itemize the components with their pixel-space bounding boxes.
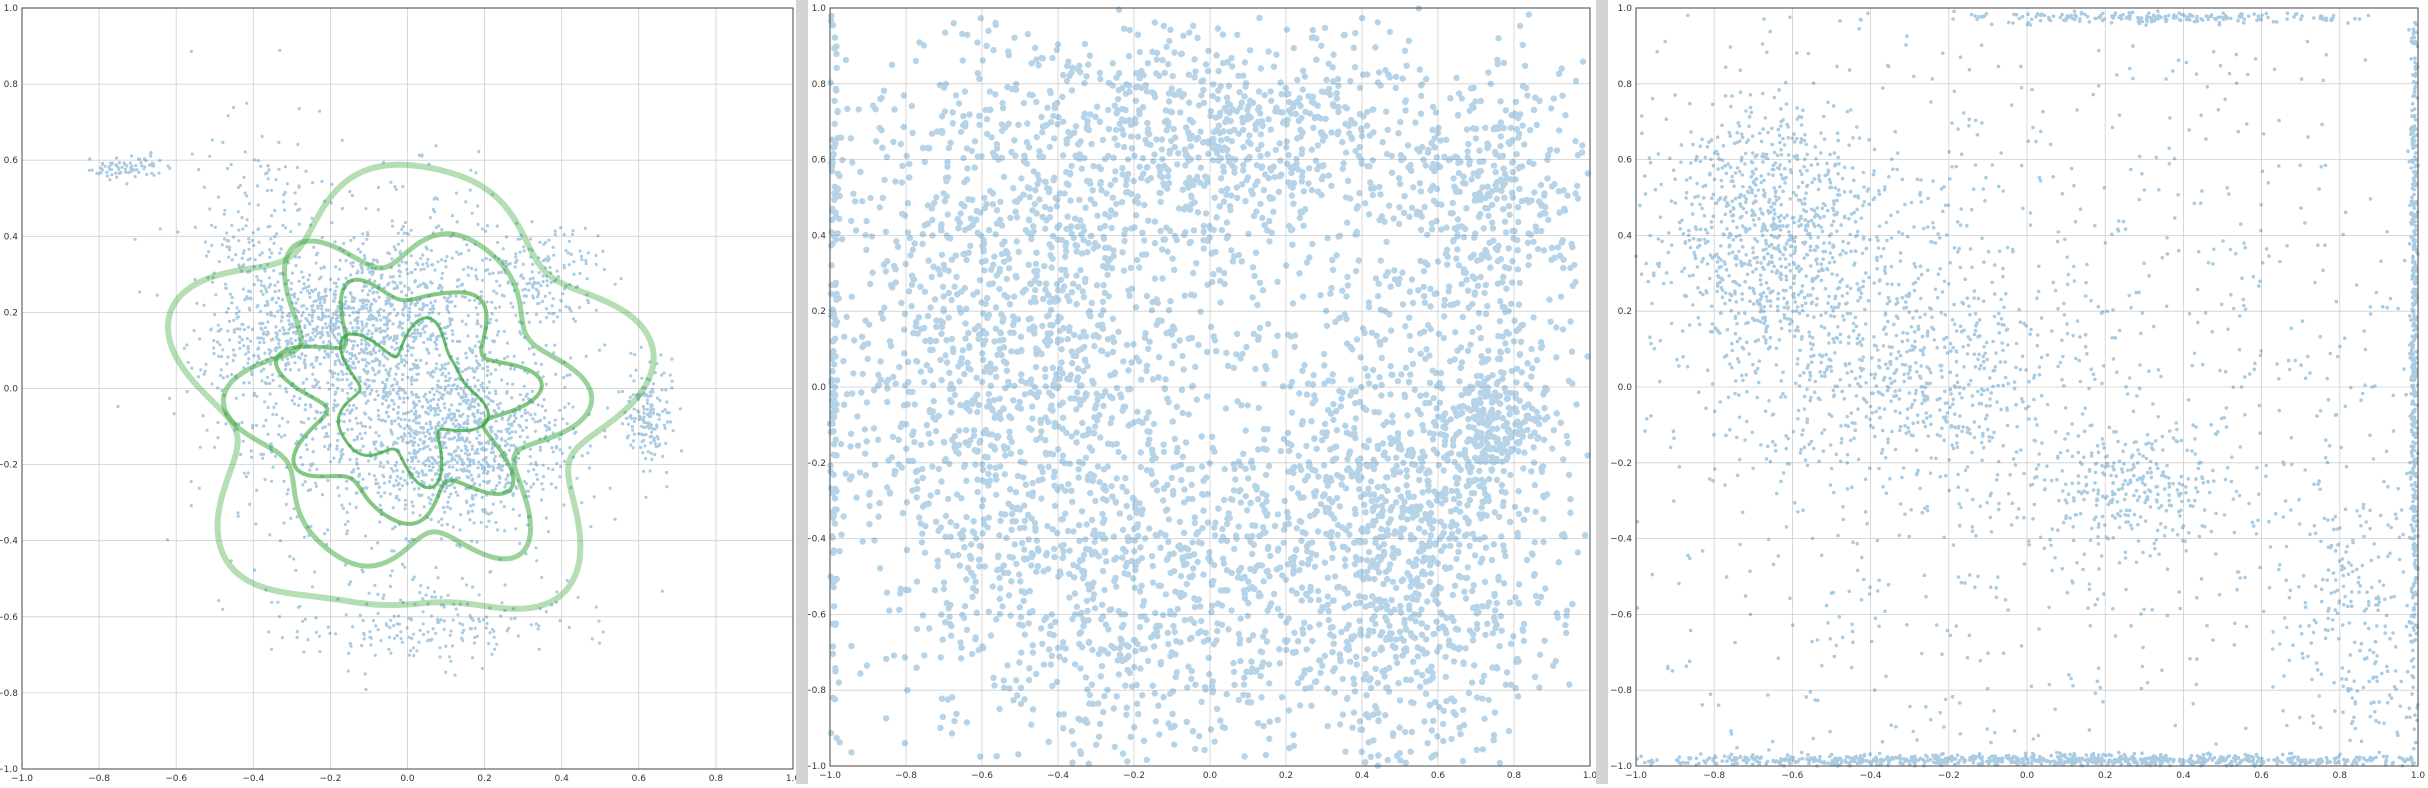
y-tick-label: −0.4 xyxy=(804,535,826,545)
y-tick-label: 0.8 xyxy=(1618,80,1633,90)
x-tick-label: 0.2 xyxy=(477,774,491,784)
contour-line xyxy=(220,231,595,569)
x-tick-label: 0.6 xyxy=(632,774,647,784)
x-tick-label: −1.0 xyxy=(11,774,33,784)
x-tick-label: −1.0 xyxy=(819,771,841,781)
y-tick-label: 0.0 xyxy=(812,383,827,393)
scatter-points xyxy=(826,5,1592,769)
y-tick-label: −0.2 xyxy=(1610,459,1632,469)
y-tick-label: −0.6 xyxy=(804,610,826,620)
x-tick-label: −1.0 xyxy=(1625,771,1647,781)
x-tick-label: 0.0 xyxy=(1203,771,1218,781)
x-tick-label: 0.2 xyxy=(2098,771,2112,781)
x-tick-label: −0.6 xyxy=(1781,771,1803,781)
y-tick-label: −0.2 xyxy=(0,461,18,471)
x-tick-label: 0.8 xyxy=(1507,771,1522,781)
x-tick-label: −0.4 xyxy=(242,774,264,784)
plot-frame xyxy=(21,7,794,770)
y-tick-label: 0.6 xyxy=(4,156,19,166)
y-tick-label: 0.2 xyxy=(1618,307,1632,317)
y-tick-label: 0.4 xyxy=(4,232,19,242)
y-tick-label: −0.2 xyxy=(804,459,826,469)
y-tick-label: 1.0 xyxy=(1618,4,1633,14)
y-tick-label: −0.4 xyxy=(0,537,18,547)
x-tick-label: 0.4 xyxy=(555,774,570,784)
x-tick-label: 0.8 xyxy=(2333,771,2348,781)
y-tick-label: 1.0 xyxy=(812,4,827,14)
y-tick-label: 0.4 xyxy=(812,231,827,241)
x-tick-label: −0.4 xyxy=(1860,771,1882,781)
y-tick-label: 0.6 xyxy=(1618,156,1633,166)
y-tick-label: 0.4 xyxy=(1618,231,1633,241)
x-tick-label: 1.0 xyxy=(2411,771,2426,781)
scatter-point-cloud xyxy=(826,5,1592,769)
y-tick-label: 0.2 xyxy=(812,307,826,317)
scatter-panel-left: −1.0 −0.8 −0.6 −0.4 −0.2 0.0 0.2 0.4 0.6 0.8 1.0 −1… xyxy=(0,4,800,784)
scatter-panel-middle: −1.0 −0.8 −0.6 −0.4 −0.2 0.0 0.2 0.4 0.6 0.8 1.0 −1… xyxy=(804,4,1597,781)
scatter-point-cloud xyxy=(87,48,684,692)
x-tick-label: 0.4 xyxy=(1355,771,1370,781)
y-tick-label: −1.0 xyxy=(1610,762,1632,772)
y-tick-label: −1.0 xyxy=(0,765,18,775)
y-tick-label: −0.6 xyxy=(1610,610,1632,620)
x-tick-label: 1.0 xyxy=(1583,771,1598,781)
contour-line xyxy=(336,316,490,490)
x-tick-label: −0.2 xyxy=(319,774,341,784)
y-tick-label: 0.0 xyxy=(4,385,19,395)
x-tick-label: 0.0 xyxy=(400,774,415,784)
x-tick-label: −0.2 xyxy=(1938,771,1960,781)
y-tick-label: 0.2 xyxy=(4,308,18,318)
scatter-points xyxy=(87,48,684,692)
y-tick-label: −0.8 xyxy=(1610,686,1632,696)
y-tick-label: −0.4 xyxy=(1610,535,1632,545)
x-tick-label: −0.6 xyxy=(165,774,187,784)
y-tick-label: 1.0 xyxy=(4,4,19,14)
x-tick-label: −0.2 xyxy=(1123,771,1145,781)
x-tick-label: 0.0 xyxy=(2020,771,2035,781)
panel-divider-left xyxy=(796,0,808,784)
x-tick-label: 1.0 xyxy=(786,774,801,784)
y-tick-label: 0.8 xyxy=(4,80,19,90)
plot-frame xyxy=(829,7,1591,767)
x-tick-label: 0.4 xyxy=(2176,771,2191,781)
panel-divider-right xyxy=(1596,0,1608,784)
scatter-panel-right: −1.0 −0.8 −0.6 −0.4 −0.2 0.0 0.2 0.4 0.6 0.8 1.0 −1… xyxy=(1610,4,2425,781)
x-tick-label: −0.8 xyxy=(895,771,917,781)
x-tick-label: −0.8 xyxy=(1703,771,1725,781)
x-tick-label: 0.2 xyxy=(1279,771,1293,781)
y-tick-label: −1.0 xyxy=(804,762,826,772)
y-tick-label: 0.0 xyxy=(1618,383,1633,393)
x-tick-label: 0.8 xyxy=(709,774,724,784)
x-tick-label: −0.4 xyxy=(1047,771,1069,781)
y-tick-label: −0.8 xyxy=(0,689,18,699)
plot-frame xyxy=(1635,7,2419,767)
y-tick-label: −0.8 xyxy=(804,686,826,696)
x-tick-label: −0.6 xyxy=(971,771,993,781)
x-tick-label: 0.6 xyxy=(2254,771,2269,781)
density-contours xyxy=(164,161,657,612)
y-tick-label: −0.6 xyxy=(0,613,18,623)
x-tick-label: 0.6 xyxy=(1431,771,1446,781)
y-tick-label: 0.8 xyxy=(812,80,827,90)
x-tick-label: −0.8 xyxy=(88,774,110,784)
contour-line xyxy=(274,277,544,526)
y-tick-label: 0.6 xyxy=(812,156,827,166)
contour-line xyxy=(164,161,657,612)
